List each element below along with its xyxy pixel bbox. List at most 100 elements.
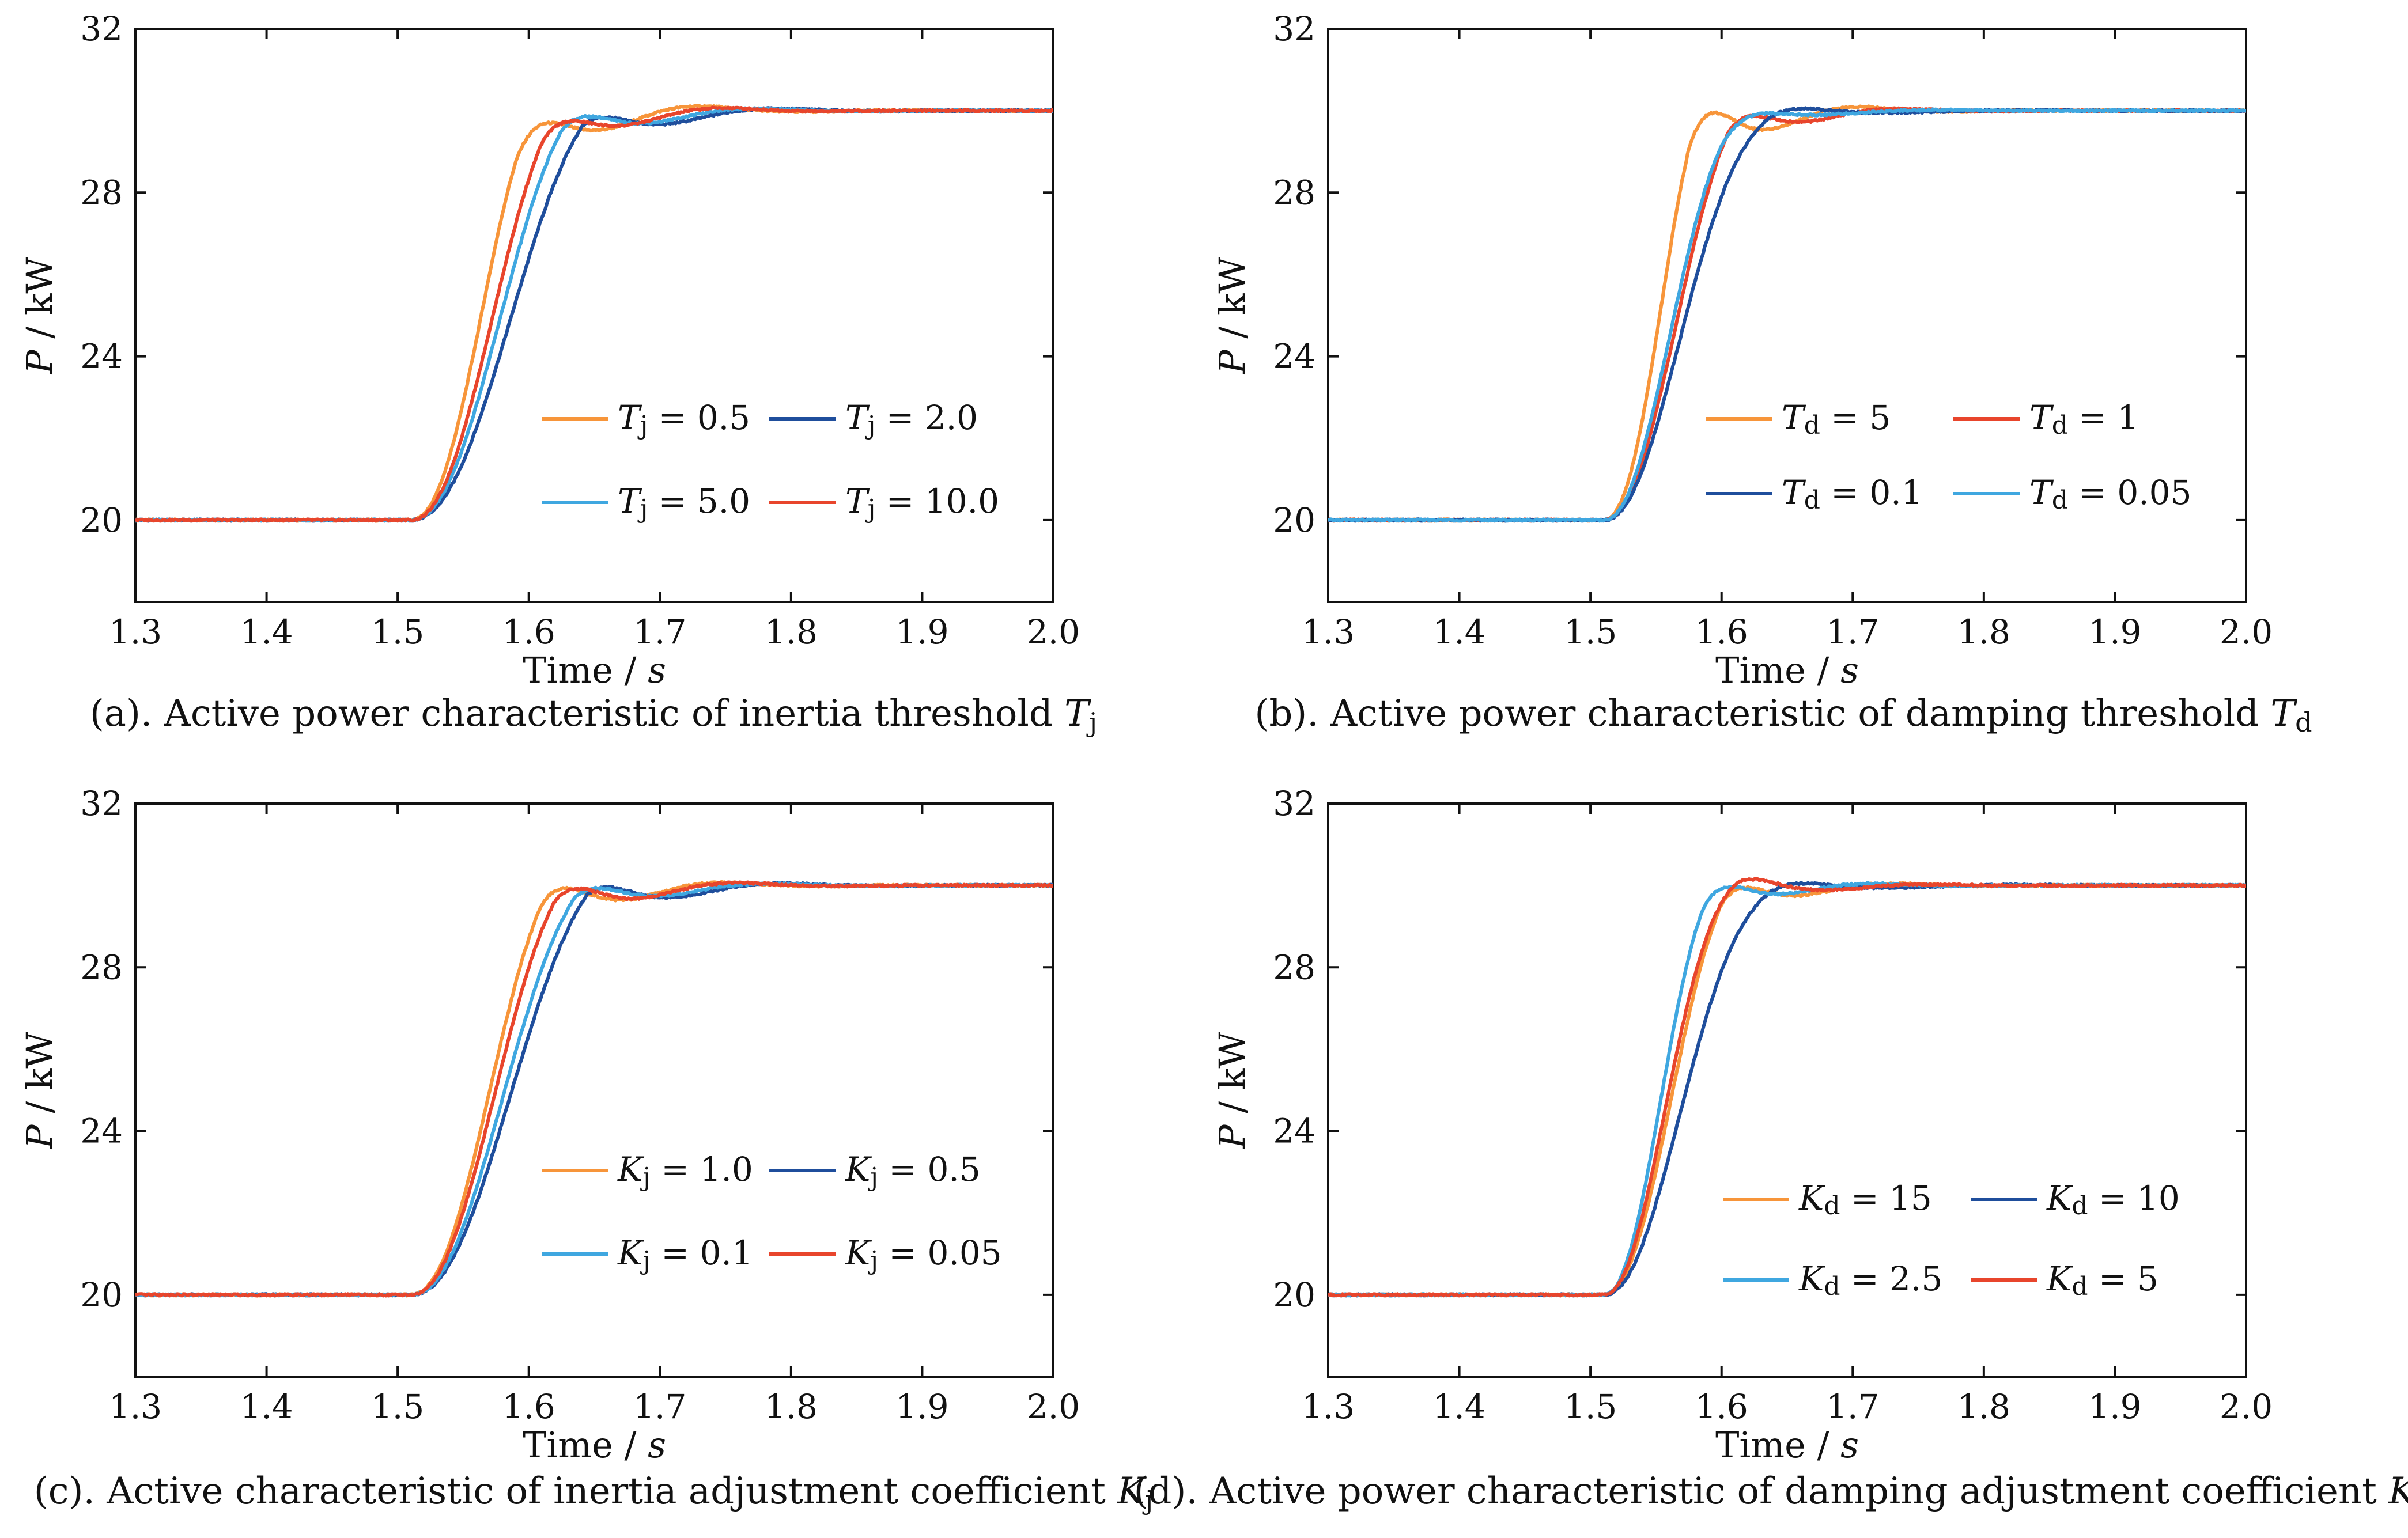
x-tick-label: 1.5 xyxy=(371,1387,424,1426)
series-line-b-3 xyxy=(1328,107,2246,523)
caption: (b). Active power characteristic of damp… xyxy=(1254,692,2312,738)
legend-label: Td = 5 xyxy=(1782,398,1891,440)
x-tick-label: 2.0 xyxy=(2220,612,2273,651)
legend-label: Kd = 10 xyxy=(2046,1179,2180,1221)
x-tick-label: 1.9 xyxy=(2088,1387,2141,1426)
series-line-a-0 xyxy=(135,104,1053,523)
caption: (c). Active characteristic of inertia ad… xyxy=(34,1470,1154,1516)
legend-label: Td = 0.1 xyxy=(1782,473,1923,515)
chart-panel-d: 1.3 1.4 1.5 1.6 1.7 1.8 1.9 2.0 20 24 28 32 Time / s… xyxy=(1134,784,2408,1516)
x-tick-label: 1.8 xyxy=(1957,612,2010,651)
x-tick-label: 2.0 xyxy=(1027,612,1080,651)
plot-frame xyxy=(134,802,1054,1378)
x-tick-label: 1.8 xyxy=(765,1387,818,1426)
plot-frame xyxy=(134,28,1054,603)
y-tick-label: 20 xyxy=(80,501,123,540)
x-tick-label: 1.9 xyxy=(895,1387,948,1426)
y-tick-label: 20 xyxy=(80,1275,123,1315)
y-tick-label: 32 xyxy=(1273,9,1315,48)
plot-frame xyxy=(1327,802,2247,1378)
legend-label: Td = 1 xyxy=(2029,398,2138,440)
legend-label: Kj = 0.1 xyxy=(617,1233,753,1275)
legend: Td = 5 Td = 1 Td = 0.1 Td = 0.05 xyxy=(1706,398,2191,515)
x-tick-label: 1.7 xyxy=(633,1387,686,1426)
x-tick-label: 1.6 xyxy=(1695,1387,1748,1426)
x-tick-label: 1.6 xyxy=(502,1387,555,1426)
chart-panel-a: 1.3 1.4 1.5 1.6 1.7 1.8 1.9 2.0 20 24 28 32 Time / s… xyxy=(18,9,1097,738)
x-tick-label: 1.9 xyxy=(2088,612,2141,651)
y-tick-label: 24 xyxy=(1273,1112,1315,1151)
legend: Kj = 1.0 Kj = 0.5 Kj = 0.1 Kj = 0.05 xyxy=(542,1150,1002,1275)
x-tick-label: 1.4 xyxy=(1432,612,1485,651)
chart-panel-c: 1.3 1.4 1.5 1.6 1.7 1.8 1.9 2.0 20 24 28 32 Time / s… xyxy=(18,784,1153,1516)
y-tick-label: 20 xyxy=(1273,501,1315,540)
legend-label: Kj = 1.0 xyxy=(617,1150,753,1192)
y-tick-label: 28 xyxy=(80,948,123,987)
x-tick-label: 1.3 xyxy=(1302,612,1355,651)
y-axis-label: P / kW xyxy=(1211,257,1253,375)
x-tick-label: 1.7 xyxy=(1826,612,1879,651)
x-tick-label: 1.3 xyxy=(1302,1387,1355,1426)
legend-label: Kj = 0.05 xyxy=(845,1233,1002,1275)
x-axis-label: Time / s xyxy=(523,1424,666,1466)
x-tick-label: 1.5 xyxy=(1564,1387,1617,1426)
legend-label: Tj = 0.5 xyxy=(618,398,750,440)
series-line-c-3 xyxy=(135,880,1053,1298)
plot-frame xyxy=(1327,28,2247,603)
x-tick-label: 1.6 xyxy=(1695,612,1748,651)
y-tick-label: 32 xyxy=(80,784,123,823)
x-tick-label: 1.4 xyxy=(1432,1387,1485,1426)
legend-label: Kj = 0.5 xyxy=(845,1150,981,1192)
series-line-b-0 xyxy=(1328,104,2246,523)
series-line-d-3 xyxy=(1328,877,2246,1298)
x-axis-label: Time / s xyxy=(1715,1424,1859,1466)
series-line-d-0 xyxy=(1328,881,2246,1298)
y-tick-label: 32 xyxy=(1273,784,1315,823)
y-tick-label: 20 xyxy=(1273,1275,1315,1315)
x-tick-label: 1.7 xyxy=(1826,1387,1879,1426)
legend: Tj = 0.5 Tj = 2.0 Tj = 5.0 Tj = 10.0 xyxy=(542,398,999,524)
series-line-a-2 xyxy=(135,106,1053,523)
y-tick-label: 32 xyxy=(80,9,123,48)
x-tick-label: 1.4 xyxy=(240,612,293,651)
x-tick-label: 1.4 xyxy=(240,1387,293,1426)
y-tick-label: 28 xyxy=(1273,173,1315,212)
legend-label: Tj = 10.0 xyxy=(845,482,999,524)
x-tick-label: 1.3 xyxy=(109,612,162,651)
series-line-d-1 xyxy=(1328,881,2246,1298)
x-tick-label: 2.0 xyxy=(1027,1387,1080,1426)
x-tick-label: 2.0 xyxy=(2220,1387,2273,1426)
y-tick-label: 24 xyxy=(80,1112,123,1151)
y-tick-label: 24 xyxy=(1273,337,1315,376)
series-line-a-1 xyxy=(135,106,1053,523)
legend-label: Kd = 15 xyxy=(1798,1179,1932,1221)
y-axis-label: P / kW xyxy=(18,257,61,375)
x-tick-label: 1.7 xyxy=(633,612,686,651)
y-axis-label: P / kW xyxy=(18,1032,61,1150)
y-tick-label: 24 xyxy=(80,337,123,376)
series-line-a-3 xyxy=(135,105,1053,523)
legend-label: Kd = 5 xyxy=(2046,1259,2158,1301)
series-line-d-2 xyxy=(1328,881,2246,1298)
legend-label: Kd = 2.5 xyxy=(1798,1259,1942,1301)
legend-label: Tj = 5.0 xyxy=(618,482,750,524)
x-axis-label: Time / s xyxy=(1715,649,1859,691)
legend-label: Tj = 2.0 xyxy=(845,398,978,440)
y-tick-label: 28 xyxy=(80,173,123,212)
x-tick-label: 1.3 xyxy=(109,1387,162,1426)
series-line-b-1 xyxy=(1328,106,2246,523)
y-axis-label: P / kW xyxy=(1211,1032,1253,1150)
x-tick-label: 1.6 xyxy=(502,612,555,651)
x-tick-label: 1.8 xyxy=(1957,1387,2010,1426)
chart-panel-b: 1.3 1.4 1.5 1.6 1.7 1.8 1.9 2.0 20 24 28 32 Time / s… xyxy=(1211,9,2312,738)
x-tick-label: 1.8 xyxy=(765,612,818,651)
x-tick-label: 1.5 xyxy=(1564,612,1617,651)
x-tick-label: 1.5 xyxy=(371,612,424,651)
legend-label: Td = 0.05 xyxy=(2029,473,2191,515)
legend: Kd = 15 Kd = 10 Kd = 2.5 Kd = 5 xyxy=(1723,1179,2180,1301)
caption: (a). Active power characteristic of iner… xyxy=(90,692,1097,738)
series-line-b-2 xyxy=(1328,106,2246,523)
x-axis-label: Time / s xyxy=(523,649,666,691)
caption: (d). Active power characteristic of damp… xyxy=(1134,1470,2408,1516)
